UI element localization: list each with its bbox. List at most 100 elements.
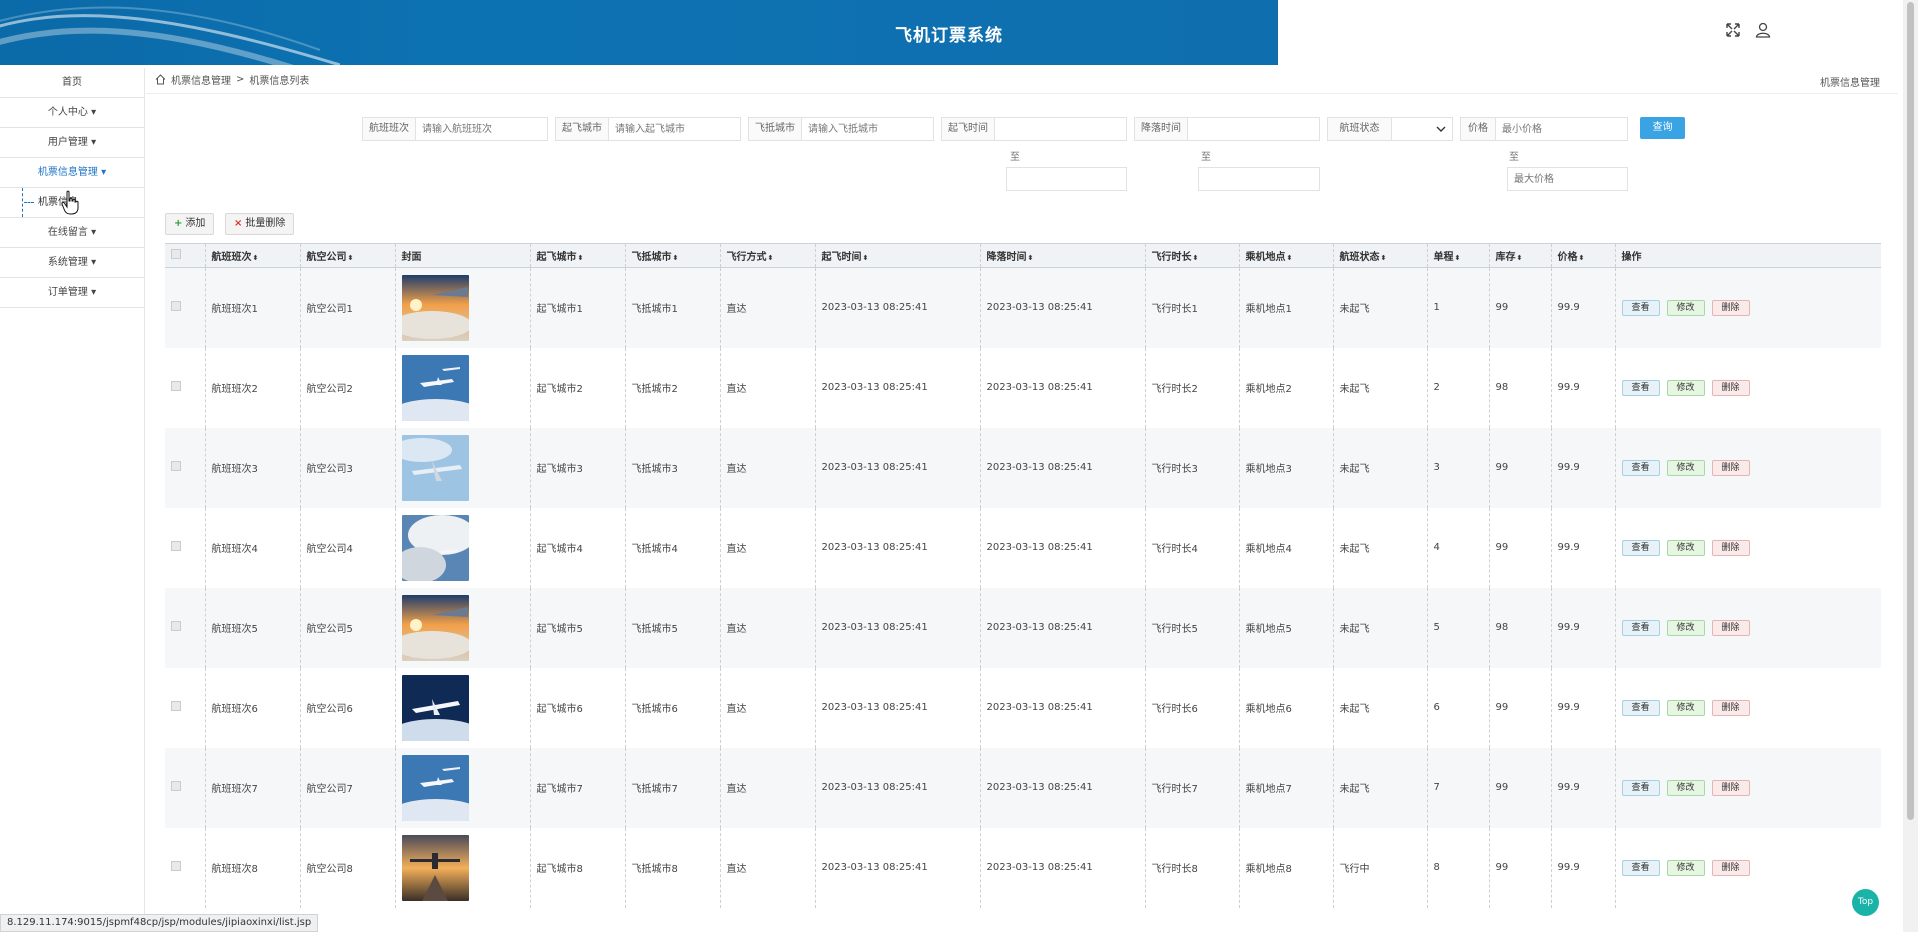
scrollbar-thumb[interactable] <box>1907 2 1914 820</box>
sidebar-item-home[interactable]: 首页 <box>0 68 144 98</box>
fullscreen-icon[interactable] <box>1724 21 1742 39</box>
cell-flight-mode: 直达 <box>720 267 816 348</box>
col-header[interactable]: 飞行时长⬍ <box>1145 243 1240 268</box>
edit-button[interactable]: 修改 <box>1666 539 1705 556</box>
row-checkbox[interactable] <box>171 541 181 551</box>
row-checkbox[interactable] <box>171 621 181 631</box>
row-checkbox[interactable] <box>171 781 181 791</box>
edit-button[interactable]: 修改 <box>1666 859 1705 876</box>
col-header[interactable]: 航班班次⬍ <box>205 243 301 268</box>
cell-price: 99.9 <box>1551 427 1616 508</box>
delete-button[interactable]: 删除 <box>1711 619 1750 636</box>
delete-button[interactable]: 删除 <box>1711 539 1750 556</box>
table-row: 航班班次7 航空公司7 起飞城市7 飞抵城市7 直达 2023-03-13 08:25:4… <box>165 747 1881 828</box>
view-button[interactable]: 查看 <box>1621 779 1660 796</box>
price-max-input[interactable] <box>1507 167 1628 191</box>
delete-button[interactable]: 删除 <box>1711 859 1750 876</box>
col-header[interactable]: 降落时间⬍ <box>980 243 1146 268</box>
breadcrumb-section[interactable]: 机票信息管理 <box>171 76 231 87</box>
add-button[interactable]: + 添加 <box>165 213 215 235</box>
view-button[interactable]: 查看 <box>1621 539 1660 556</box>
search-to-input[interactable] <box>802 118 933 140</box>
col-header[interactable]: 乘机地点⬍ <box>1239 243 1334 268</box>
row-checkbox[interactable] <box>171 381 181 391</box>
depart-end-input[interactable] <box>1006 167 1127 191</box>
price-min-input[interactable] <box>1496 118 1627 140</box>
table-row: 航班班次8 航空公司8 起飞城市8 飞抵城市8 直达 2023-03-13 08:25:4… <box>165 827 1881 908</box>
select-all-cell <box>165 243 206 268</box>
edit-button[interactable]: 修改 <box>1666 379 1705 396</box>
query-button[interactable]: 查询 <box>1640 117 1685 139</box>
app-header: 飞机订票系统 <box>0 0 1278 65</box>
table-row: 航班班次2 航空公司2 起飞城市2 飞抵城市2 直达 2023-03-13 08:25:4… <box>165 347 1881 428</box>
delete-button[interactable]: 删除 <box>1711 459 1750 476</box>
home-icon[interactable] <box>155 74 166 85</box>
cell-land-time: 2023-03-13 08:25:41 <box>980 827 1146 908</box>
row-checkbox[interactable] <box>171 701 181 711</box>
col-header[interactable]: 库存⬍ <box>1489 243 1552 268</box>
sidebar-item-user-management[interactable]: 用户管理 ▾ <box>0 128 144 158</box>
delete-button[interactable]: 删除 <box>1711 699 1750 716</box>
row-checkbox[interactable] <box>171 861 181 871</box>
cell-price: 99.9 <box>1551 827 1616 908</box>
user-icon[interactable] <box>1754 21 1772 39</box>
edit-button[interactable]: 修改 <box>1666 779 1705 796</box>
cell-oneway: 7 <box>1427 747 1490 828</box>
view-button[interactable]: 查看 <box>1621 459 1660 476</box>
delete-button[interactable]: 删除 <box>1711 779 1750 796</box>
cell-stock: 98 <box>1489 587 1552 668</box>
back-to-top-button[interactable]: Top <box>1852 889 1879 916</box>
cell-flight-mode: 直达 <box>720 507 816 588</box>
row-checkbox[interactable] <box>171 301 181 312</box>
sidebar-item-messages[interactable]: 在线留言 ▾ <box>0 218 144 248</box>
cell-status: 飞行中 <box>1333 827 1428 908</box>
cell-from-city: 起飞城市7 <box>530 747 626 828</box>
cell-flight-mode: 直达 <box>720 347 816 428</box>
edit-button[interactable]: 修改 <box>1666 299 1705 316</box>
batch-delete-label: 批量删除 <box>245 218 286 229</box>
col-header[interactable]: 起飞时间⬍ <box>815 243 981 268</box>
sidebar-item-system[interactable]: 系统管理 ▾ <box>0 248 144 278</box>
cell-boarding: 乘机地点1 <box>1239 267 1334 348</box>
view-button[interactable]: 查看 <box>1621 619 1660 636</box>
cell-depart-time: 2023-03-13 08:25:41 <box>815 507 981 588</box>
col-header[interactable]: 起飞城市⬍ <box>530 243 626 268</box>
scrollbar[interactable] <box>1903 0 1918 932</box>
sidebar-item-ticket-management[interactable]: 机票信息管理 ▾ <box>0 158 144 188</box>
status-select[interactable] <box>1392 118 1452 140</box>
delete-button[interactable]: 删除 <box>1711 379 1750 396</box>
row-checkbox[interactable] <box>171 461 181 471</box>
col-header[interactable]: 单程⬍ <box>1427 243 1490 268</box>
col-header[interactable]: 航空公司⬍ <box>300 243 396 268</box>
edit-button[interactable]: 修改 <box>1666 699 1705 716</box>
col-header[interactable]: 价格⬍ <box>1551 243 1616 268</box>
sidebar-item-personal-center[interactable]: 个人中心 ▾ <box>0 98 144 128</box>
cell-cover <box>395 667 531 748</box>
col-header[interactable]: 飞抵城市⬍ <box>625 243 721 268</box>
cover-image <box>401 514 469 581</box>
cell-airline: 航空公司5 <box>300 587 396 668</box>
search-land-start-input[interactable] <box>1188 118 1319 140</box>
sort-icon: ⬍ <box>577 254 584 262</box>
land-end-input[interactable] <box>1198 167 1320 191</box>
col-header[interactable]: 航班状态⬍ <box>1333 243 1428 268</box>
view-button[interactable]: 查看 <box>1621 299 1660 316</box>
edit-button[interactable]: 修改 <box>1666 459 1705 476</box>
search-flight-input[interactable] <box>416 118 547 140</box>
sort-icon: ⬍ <box>1192 254 1199 262</box>
select-all-checkbox[interactable] <box>171 249 181 259</box>
view-button[interactable]: 查看 <box>1621 379 1660 396</box>
cell-airline: 航空公司8 <box>300 827 396 908</box>
plus-icon: + <box>174 218 183 229</box>
edit-button[interactable]: 修改 <box>1666 619 1705 636</box>
sidebar-item-orders[interactable]: 订单管理 ▾ <box>0 278 144 308</box>
cell-to-city: 飞抵城市3 <box>625 427 721 508</box>
cover-image <box>401 834 469 901</box>
search-depart-start-input[interactable] <box>995 118 1126 140</box>
batch-delete-button[interactable]: × 批量删除 <box>225 213 295 235</box>
col-header[interactable]: 飞行方式⬍ <box>720 243 816 268</box>
view-button[interactable]: 查看 <box>1621 699 1660 716</box>
delete-button[interactable]: 删除 <box>1711 299 1750 316</box>
search-from-input[interactable] <box>609 118 740 140</box>
view-button[interactable]: 查看 <box>1621 859 1660 876</box>
